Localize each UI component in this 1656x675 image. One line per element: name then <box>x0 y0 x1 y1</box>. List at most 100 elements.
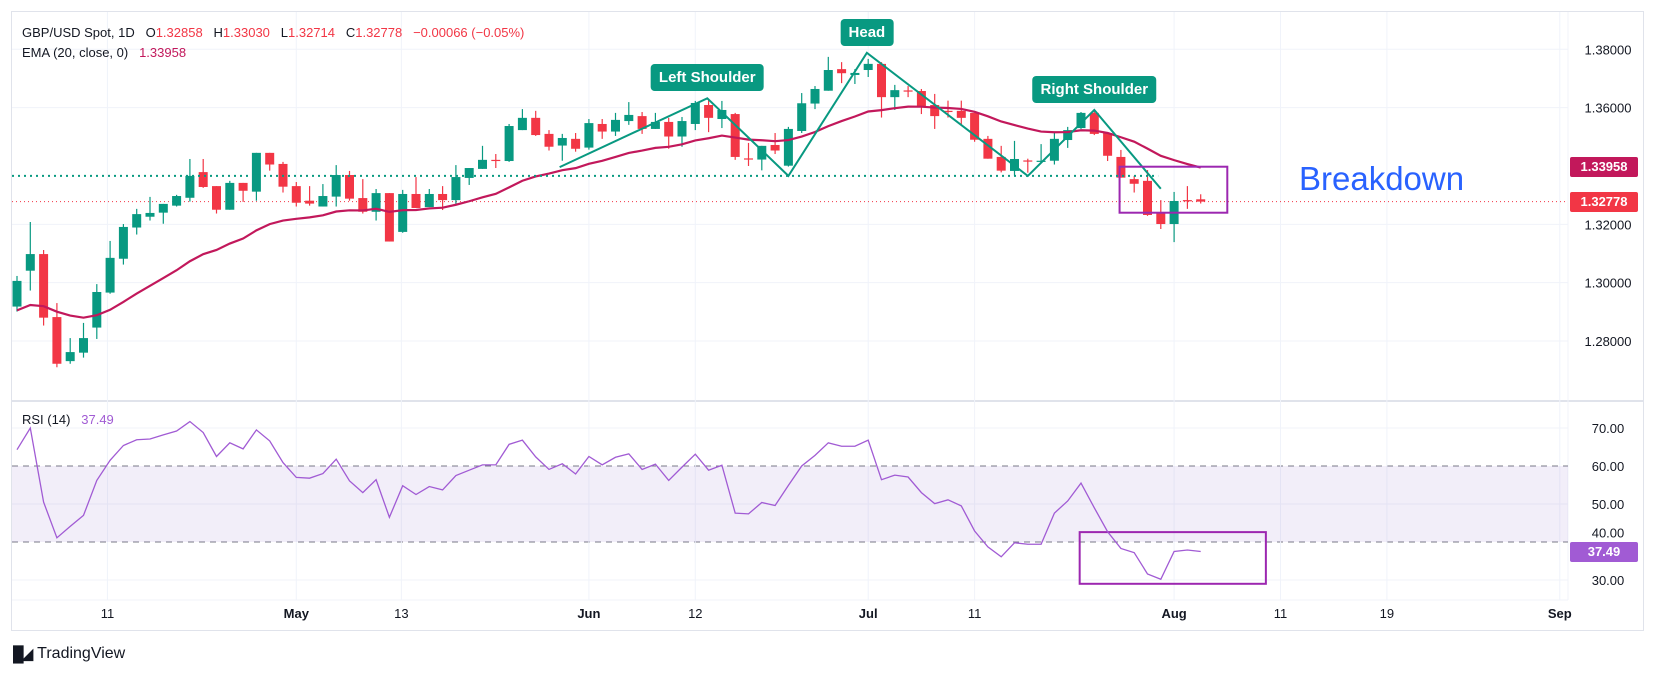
candle <box>970 112 980 142</box>
candle-body <box>451 177 461 201</box>
ema-legend[interactable]: EMA (20, close, 0) 1.33958 <box>22 45 186 61</box>
ema-value: 1.33958 <box>139 45 187 60</box>
candle <box>172 194 182 207</box>
candle <box>1010 140 1019 176</box>
time-tick-label: 13 <box>394 606 408 621</box>
close-price-badge: 1.32778 <box>1570 191 1638 212</box>
head-label[interactable]: Head <box>840 18 894 46</box>
candle-body <box>624 114 634 122</box>
candle <box>1169 191 1179 243</box>
candle-body <box>79 338 88 353</box>
right-shoulder-label[interactable]: Right Shoulder <box>1032 75 1157 103</box>
candle-body <box>331 175 341 197</box>
open-label: O <box>145 25 156 40</box>
time-tick-label: 11 <box>1274 606 1288 621</box>
time-tick-label: Sep <box>1548 606 1572 621</box>
candle <box>770 133 780 155</box>
candle <box>451 165 461 204</box>
candle <box>411 177 421 208</box>
head-shoulders-pattern[interactable] <box>12 51 1267 585</box>
candle-body <box>371 193 381 212</box>
candle-body <box>305 200 315 204</box>
candle-body <box>983 138 993 159</box>
candle-body <box>12 280 22 307</box>
candle-body <box>478 159 487 169</box>
candle <box>491 154 501 169</box>
candle <box>212 186 221 214</box>
candle-body <box>185 175 195 198</box>
rsi-polyline <box>16 420 1201 581</box>
candle <box>650 112 660 129</box>
candle <box>744 142 753 166</box>
candle-body <box>916 91 926 108</box>
left-shoulder-label[interactable]: Left Shoulder <box>650 64 764 92</box>
candle <box>717 100 727 129</box>
candle <box>996 145 1006 173</box>
candle-body <box>145 212 155 217</box>
candle-body <box>956 110 966 118</box>
ema-polyline <box>16 105 1201 319</box>
rsi-tick-label: 70.00 <box>1592 421 1625 436</box>
candle-body <box>783 128 793 166</box>
candle-body <box>212 186 221 210</box>
candle-body <box>823 70 833 91</box>
candle <box>916 88 926 115</box>
candle-body <box>65 352 75 362</box>
symbol-legend[interactable]: GBP/USD Spot, 1D O1.32858 H1.33030 L1.32… <box>22 25 524 41</box>
rsi-line <box>16 420 1201 581</box>
candle-body <box>398 193 408 232</box>
candle <box>1023 158 1033 173</box>
symbol-title: GBP/USD Spot, 1D <box>22 25 135 40</box>
candle-body <box>318 196 328 207</box>
candle <box>79 322 88 358</box>
candle <box>398 189 408 233</box>
candle-body <box>903 90 913 92</box>
candle-body <box>411 193 421 208</box>
candle-body <box>943 110 953 113</box>
candle-body <box>132 214 142 228</box>
candle <box>358 179 368 214</box>
rsi-legend[interactable]: RSI (14) 37.49 <box>22 412 114 428</box>
tradingview-logo-icon: █◢ <box>13 646 33 663</box>
high-label: H <box>213 25 223 40</box>
candle <box>557 133 567 161</box>
close-label: C <box>345 25 356 40</box>
candle <box>597 119 607 139</box>
time-tick-label: Aug <box>1161 606 1186 621</box>
open-value: 1.32858 <box>155 25 203 40</box>
candle <box>517 109 527 131</box>
candle <box>810 86 820 110</box>
time-tick-label: Jul <box>859 606 878 621</box>
candle-body <box>770 144 780 151</box>
close-value: 1.32778 <box>355 25 403 40</box>
candle <box>478 145 487 169</box>
tradingview-branding[interactable]: █◢ TradingView <box>13 645 125 663</box>
rsi-band <box>12 466 1568 542</box>
candle <box>783 126 793 167</box>
candle-body <box>690 102 700 124</box>
price-tick-label: 1.30000 <box>1585 276 1632 291</box>
candle <box>118 224 128 265</box>
time-tick-label: 11 <box>101 606 115 621</box>
candle-body <box>996 156 1006 171</box>
candle-body <box>1196 199 1206 202</box>
ema-price-badge: 1.33958 <box>1570 157 1638 178</box>
rsi-value: 37.49 <box>81 412 114 427</box>
candle <box>384 193 394 242</box>
breakdown-text[interactable]: Breakdown <box>1299 160 1465 197</box>
candle <box>837 62 847 84</box>
candle-body <box>517 117 527 131</box>
candle-body <box>890 90 900 98</box>
candle <box>863 58 873 78</box>
candle <box>331 165 341 207</box>
candle-body <box>384 193 394 242</box>
candle-body <box>611 119 620 132</box>
candle-body <box>1023 160 1033 162</box>
candle-body <box>730 114 740 157</box>
candle <box>92 284 102 339</box>
candle <box>531 110 541 136</box>
candle <box>438 186 448 211</box>
candle <box>690 100 700 131</box>
candle-body <box>744 158 753 160</box>
